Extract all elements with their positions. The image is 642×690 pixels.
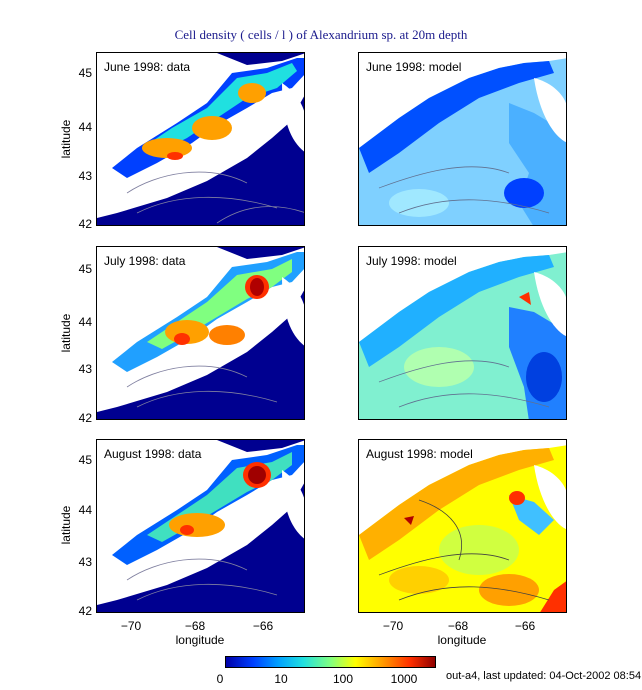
colorbar-tick-label: 0 (216, 672, 224, 686)
ytick-label: 45 (78, 66, 92, 80)
xtick-label: −70 (120, 619, 142, 633)
panel-label: July 1998: model (366, 254, 457, 268)
map-june-model (359, 53, 566, 225)
x-axis-label: longitude (175, 633, 225, 647)
ytick-label: 44 (78, 503, 92, 517)
ytick-label: 43 (78, 169, 92, 183)
ytick-label: 44 (78, 120, 92, 134)
ytick-label: 44 (78, 315, 92, 329)
panel-label: June 1998: data (104, 60, 191, 74)
ytick-label: 45 (78, 262, 92, 276)
ytick-label: 42 (78, 604, 92, 618)
map-july-model (359, 247, 566, 419)
panel-july-model: July 1998: model (358, 246, 567, 420)
ytick-label: 43 (78, 555, 92, 569)
colorbar (225, 656, 436, 668)
map-august-data (97, 440, 304, 612)
colorbar-tick-label: 1000 (390, 672, 418, 686)
xtick-label: −68 (447, 619, 469, 633)
colorbar-tick-label: 10 (274, 672, 288, 686)
ytick-label: 42 (78, 411, 92, 425)
figure-title: Cell density ( cells / l ) of Alexandriu… (174, 27, 468, 42)
footer-note: out-a4, last updated: 04-Oct-2002 08:54 (446, 670, 642, 682)
map-june-data (97, 53, 304, 225)
map-august-model (359, 440, 566, 612)
map-july-data (97, 247, 304, 419)
ytick-label: 43 (78, 362, 92, 376)
y-axis-label: latitude (59, 505, 73, 545)
panel-august-model: August 1998: model (358, 439, 567, 613)
xtick-label: −66 (514, 619, 536, 633)
xtick-label: −68 (184, 619, 206, 633)
panel-july-data: July 1998: data (96, 246, 305, 420)
ytick-label: 42 (78, 217, 92, 231)
panel-june-model: June 1998: model (358, 52, 567, 226)
panel-label: June 1998: model (366, 60, 462, 74)
y-axis-label: latitude (59, 313, 73, 353)
panel-label: August 1998: model (366, 447, 473, 461)
xtick-label: −66 (252, 619, 274, 633)
panel-label: August 1998: data (104, 447, 202, 461)
colorbar-tick-label: 100 (332, 672, 354, 686)
panel-june-data: June 1998: data (96, 52, 305, 226)
y-axis-label: latitude (59, 119, 73, 159)
xtick-label: −70 (382, 619, 404, 633)
panel-label: July 1998: data (104, 254, 186, 268)
x-axis-label: longitude (437, 633, 487, 647)
ytick-label: 45 (78, 453, 92, 467)
panel-august-data: August 1998: data (96, 439, 305, 613)
